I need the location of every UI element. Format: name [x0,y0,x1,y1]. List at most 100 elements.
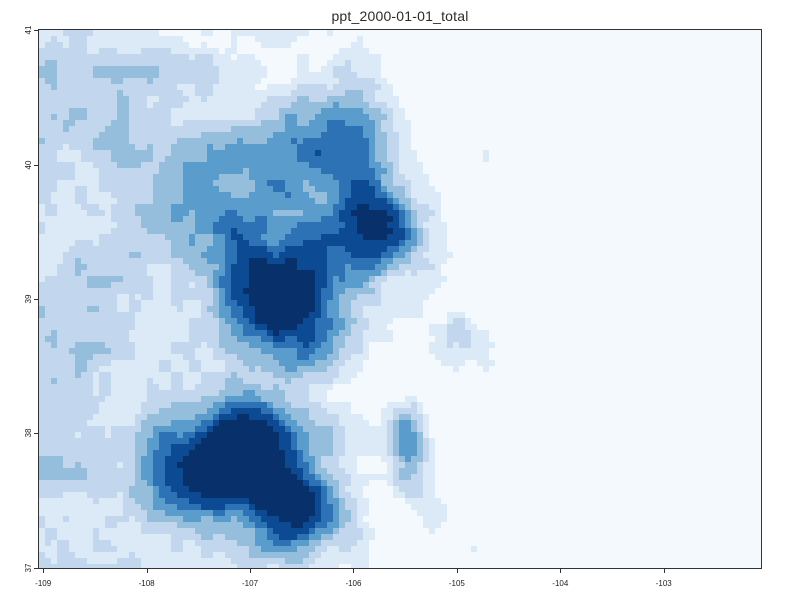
raster-cell [225,192,231,198]
raster-cell [387,306,393,312]
raster-cell [93,132,99,138]
raster-cell [45,384,51,390]
raster-cell [153,354,159,360]
raster-cell [69,444,75,450]
raster-cell [45,318,51,324]
raster-cell [135,306,141,312]
raster-cell [195,120,201,126]
raster-cell [129,474,135,480]
raster-cell [189,138,195,144]
raster-cell [117,504,123,510]
raster-cell [165,306,171,312]
raster-cell [267,336,273,342]
raster-cell [213,444,219,450]
raster-cell [171,276,177,282]
raster-cell [141,96,147,102]
raster-cell [141,156,147,162]
raster-cell [69,414,75,420]
raster-cell [435,198,441,204]
raster-cell [249,216,255,222]
raster-cell [297,132,303,138]
raster-cell [99,66,105,72]
raster-cell [447,342,453,348]
raster-cell [93,330,99,336]
raster-cell [153,174,159,180]
raster-cell [423,198,429,204]
raster-cell [375,426,381,432]
raster-cell [243,366,249,372]
raster-cell [225,300,231,306]
raster-cell [45,228,51,234]
raster-cell [153,126,159,132]
raster-cell [165,342,171,348]
raster-cell [99,72,105,78]
raster-cell [357,420,363,426]
raster-cell [381,438,387,444]
raster-cell [351,426,357,432]
raster-cell [309,276,315,282]
raster-cell [99,96,105,102]
raster-cell [393,96,399,102]
raster-cell [147,36,153,42]
raster-cell [105,516,111,522]
raster-cell [279,330,285,336]
raster-cell [183,240,189,246]
raster-cell [279,180,285,186]
raster-cell [213,360,219,366]
raster-cell [111,462,117,468]
raster-cell [375,330,381,336]
raster-cell [333,102,339,108]
raster-cell [231,462,237,468]
raster-cell [345,450,351,456]
raster-cell [117,306,123,312]
raster-cell [105,54,111,60]
raster-cell [165,222,171,228]
raster-cell [231,498,237,504]
raster-cell [75,348,81,354]
raster-cell [411,312,417,318]
raster-cell [315,450,321,456]
raster-cell [57,504,63,510]
raster-cell [183,324,189,330]
raster-cell [393,180,399,186]
raster-cell [195,210,201,216]
raster-cell [63,198,69,204]
raster-cell [159,42,165,48]
raster-cell [87,342,93,348]
raster-cell [111,174,117,180]
raster-cell [249,276,255,282]
raster-cell [93,216,99,222]
raster-cell [297,468,303,474]
raster-cell [39,120,45,126]
raster-cell [171,444,177,450]
raster-cell [117,138,123,144]
raster-cell [57,240,63,246]
raster-cell [387,102,393,108]
raster-cell [357,450,363,456]
raster-cell [405,180,411,186]
raster-cell [159,492,165,498]
raster-cell [39,444,45,450]
raster-cell [93,258,99,264]
raster-cell [171,366,177,372]
raster-cell [345,96,351,102]
raster-cell [237,354,243,360]
raster-cell [117,246,123,252]
raster-cell [267,240,273,246]
raster-cell [129,138,135,144]
raster-cell [297,348,303,354]
raster-cell [225,444,231,450]
raster-cell [207,294,213,300]
raster-cell [231,456,237,462]
raster-cell [189,480,195,486]
raster-cell [333,180,339,186]
raster-cell [255,72,261,78]
raster-cell [291,444,297,450]
raster-cell [357,228,363,234]
raster-cell [303,402,309,408]
raster-cell [351,264,357,270]
raster-cell [111,306,117,312]
raster-cell [405,480,411,486]
raster-cell [351,300,357,306]
raster-cell [249,30,255,36]
